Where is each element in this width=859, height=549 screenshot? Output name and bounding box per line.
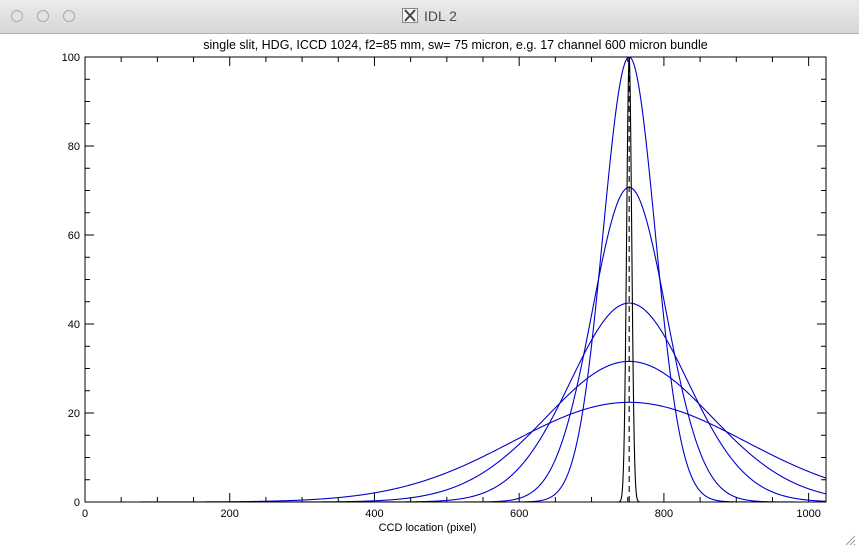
y-tick-label: 40	[68, 319, 80, 331]
resize-grip-icon[interactable]	[844, 534, 856, 546]
x-axis-label: CCD location (pixel)	[379, 522, 477, 534]
series-line-1	[135, 56, 826, 502]
zoom-button[interactable]	[63, 10, 75, 22]
minimize-button[interactable]	[37, 10, 49, 22]
x-tick-label: 0	[82, 508, 88, 520]
series-line-2	[135, 186, 826, 502]
x-tick-label: 200	[221, 508, 239, 520]
y-tick-label: 100	[62, 52, 80, 64]
x-tick-label: 1000	[796, 508, 820, 520]
x-tick-label: 400	[365, 508, 383, 520]
y-tick-label: 60	[68, 230, 80, 242]
window-title-text: IDL 2	[424, 8, 457, 24]
chart-title: single slit, HDG, ICCD 1024, f2=85 mm, s…	[203, 38, 707, 52]
series-line-5	[135, 401, 826, 502]
y-tick-label: 80	[68, 141, 80, 153]
window-title: IDL 2	[0, 8, 859, 24]
series-line-6	[135, 57, 826, 502]
chart: single slit, HDG, ICCD 1024, f2=85 mm, s…	[62, 38, 827, 534]
x-tick-label: 800	[655, 508, 673, 520]
plot-frame	[84, 56, 827, 503]
series-line-4	[135, 360, 826, 502]
title-bar[interactable]: IDL 2	[0, 0, 859, 34]
y-tick-label: 20	[68, 408, 80, 420]
x11-icon	[402, 8, 419, 23]
close-button[interactable]	[11, 10, 23, 22]
series-line-3	[135, 302, 826, 502]
y-tick-label: 0	[74, 497, 80, 509]
x-tick-label: 600	[510, 508, 528, 520]
